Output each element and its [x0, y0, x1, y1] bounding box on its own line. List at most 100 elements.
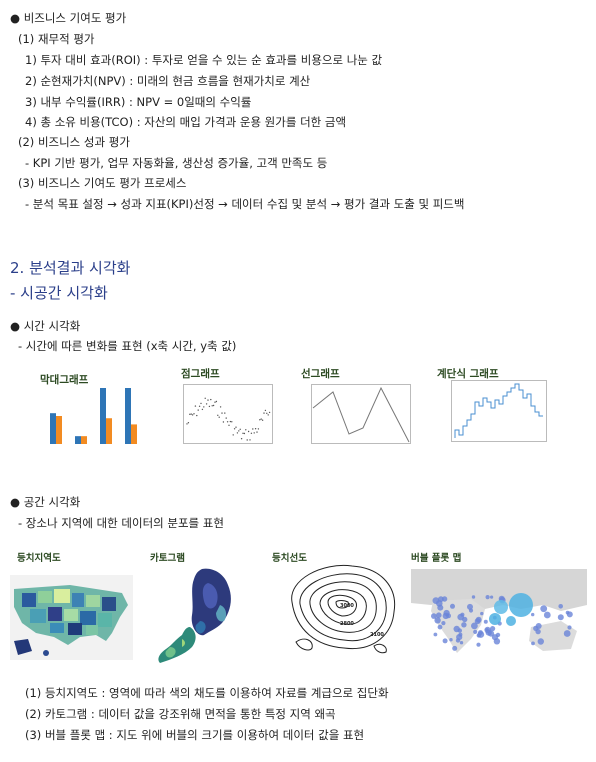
- scatter-dot: [240, 438, 243, 440]
- bubble: [473, 629, 478, 634]
- scatter-dot: [218, 416, 220, 418]
- bubble-map-title: 버블 플롯 맵: [411, 553, 462, 564]
- scatter-dot: [256, 431, 258, 433]
- scatter-dot: [254, 428, 257, 430]
- bar-chart-title: 막대그래프: [40, 374, 89, 386]
- scatter-dot: [249, 439, 251, 441]
- scatter-dot: [236, 432, 239, 434]
- scatter-dot: [261, 419, 264, 421]
- scatter-dot: [212, 404, 215, 407]
- irr-item: 3) 내부 수익률(IRR) : NPV = 0일때의 수익률: [25, 95, 252, 109]
- bubble-map: [411, 565, 587, 660]
- bubble: [493, 638, 501, 645]
- dot-chart-title: 점그래프: [181, 368, 220, 380]
- scatter-dot: [190, 413, 192, 415]
- bar: [75, 436, 81, 444]
- scatter-dot: [257, 428, 260, 430]
- scatter-dot: [222, 421, 225, 423]
- bar: [125, 388, 131, 444]
- scatter-dot: [264, 409, 267, 412]
- bubble: [537, 638, 544, 645]
- bubble: [467, 603, 473, 610]
- bubble: [487, 630, 495, 637]
- line-chart-title: 선그래프: [301, 368, 340, 380]
- bar: [100, 388, 106, 444]
- bubble: [558, 604, 563, 609]
- scatter-dot: [253, 432, 255, 434]
- scatter-dot: [260, 418, 262, 420]
- scatter-dot: [224, 412, 226, 414]
- cartogram-map: [158, 568, 231, 663]
- bubble: [461, 622, 467, 628]
- bubble: [563, 630, 571, 637]
- bubble: [490, 626, 496, 632]
- scatter-dot: [245, 429, 247, 431]
- bubble: [471, 622, 478, 630]
- scatter-dot: [231, 421, 233, 423]
- bubble: [442, 638, 448, 644]
- contour-label-2100: 2100: [370, 632, 384, 638]
- bar: [81, 436, 87, 444]
- process-heading: (3) 비즈니스 기여도 평가 프로세스: [18, 176, 187, 190]
- bubble: [431, 613, 437, 619]
- scatter-dot: [194, 405, 197, 407]
- bubble: [436, 612, 442, 618]
- scatter-dot: [221, 412, 223, 414]
- bubble: [457, 628, 462, 633]
- bubble: [540, 605, 548, 613]
- bubble: [531, 641, 535, 646]
- scatter-dot: [267, 414, 269, 416]
- scatter-dot: [201, 408, 204, 411]
- bubble: [433, 632, 438, 637]
- bubble: [567, 625, 572, 630]
- scatter-dot: [197, 409, 199, 411]
- bubble: [459, 641, 464, 645]
- bubble: [458, 632, 463, 637]
- scatter-dot: [208, 405, 211, 408]
- line-chart-thumbnail: [311, 384, 411, 444]
- bubble: [476, 642, 481, 647]
- bubble: [478, 630, 483, 635]
- scatter-dot: [198, 405, 201, 407]
- scatter-dot: [217, 414, 219, 416]
- bubble-map-note: (3) 버블 플롯 맵 : 지도 위에 버블의 크기를 이용하여 데이터 값을 …: [25, 728, 365, 742]
- scatter-dot: [243, 432, 246, 435]
- scatter-dot: [235, 426, 237, 428]
- process-item: - 분석 목표 설정 → 성과 지표(KPI)선정 → 데이터 수집 및 분석 …: [25, 197, 465, 211]
- scatter-dot: [242, 432, 244, 434]
- scatter-dot: [239, 428, 241, 430]
- scatter-dot: [225, 417, 227, 419]
- contour-label-2800: 2800: [340, 621, 354, 627]
- bar-chart-thumbnail: [50, 388, 137, 444]
- space-viz-desc: - 장소나 지역에 대한 데이터의 분포를 표현: [18, 516, 224, 530]
- scatter-dot: [189, 413, 191, 415]
- scatter-dot: [226, 421, 229, 423]
- bar: [131, 424, 137, 444]
- scatter-dot: [229, 420, 232, 423]
- scatter-dot: [232, 434, 234, 436]
- time-viz-desc: - 시간에 따른 변화를 표현 (x축 시간, y축 값): [18, 339, 237, 353]
- choropleth-title: 등치지역도: [17, 553, 61, 564]
- kpi-item: - KPI 기반 평가, 업무 자동화율, 생산성 증가율, 고객 만족도 등: [25, 156, 328, 170]
- bubble: [475, 616, 482, 623]
- bubble: [557, 614, 564, 621]
- scatter-dot: [259, 419, 261, 421]
- bubble: [449, 638, 453, 642]
- bubble: [455, 638, 461, 643]
- isopleth-title: 등치선도: [272, 553, 307, 564]
- scatter-dot: [247, 430, 250, 433]
- bubble: [437, 624, 443, 630]
- bubble: [531, 612, 535, 617]
- scatter-dot: [210, 398, 212, 401]
- scatter-dot: [211, 405, 213, 407]
- scatter-dot: [203, 406, 205, 408]
- scatter-dot: [193, 413, 195, 415]
- dot-chart-thumbnail: [183, 384, 273, 444]
- cartogram-title: 카토그램: [150, 553, 185, 564]
- scatter-dot: [250, 432, 253, 434]
- tco-item: 4) 총 소유 비용(TCO) : 자산의 매입 가격과 운용 원가를 더한 금…: [25, 115, 347, 129]
- cartogram-note: (2) 카토그램 : 데이터 값을 강조위해 면적을 통한 특정 지역 왜곡: [25, 707, 336, 721]
- scatter-dot: [191, 414, 194, 416]
- scatter-dot: [238, 430, 240, 432]
- scatter-dot: [204, 397, 206, 399]
